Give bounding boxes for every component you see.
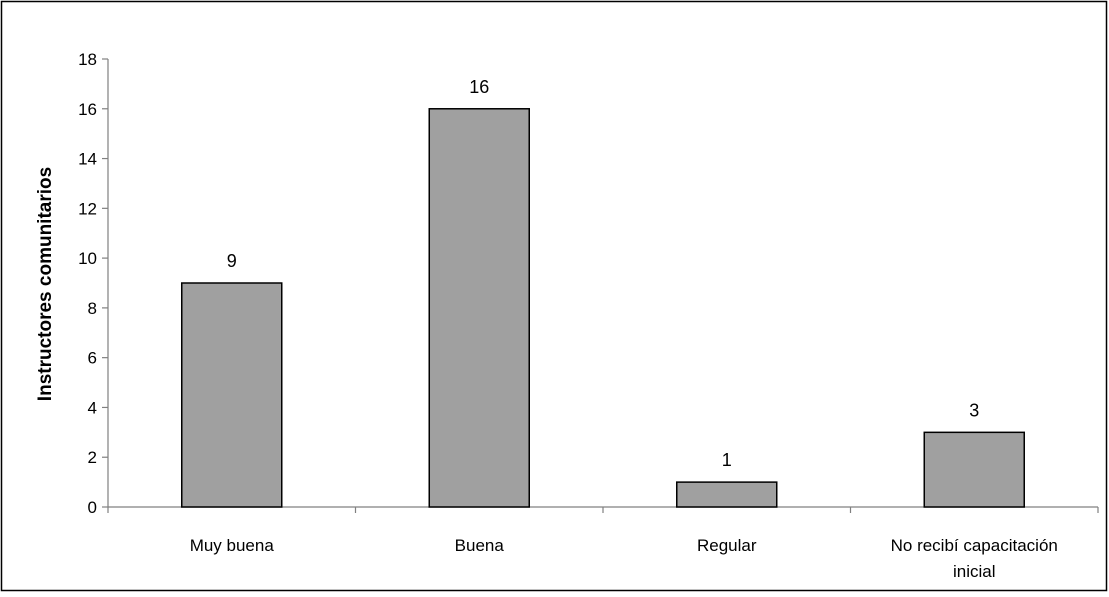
data-label: 16 (469, 77, 489, 97)
x-category-label: No recibí capacitación inicial (891, 536, 1058, 581)
y-tick-label: 16 (78, 100, 97, 119)
y-tick-label: 4 (88, 398, 97, 417)
data-label: 9 (227, 251, 237, 271)
x-category-label-line: Muy buena (190, 536, 275, 555)
y-tick-label: 2 (88, 448, 97, 467)
bar (923, 431, 1025, 508)
bar (428, 108, 530, 508)
x-category-label-line: Regular (697, 536, 757, 555)
bar (181, 282, 283, 508)
y-tick-label: 6 (88, 349, 97, 368)
data-label: 1 (722, 450, 732, 470)
bar (676, 481, 778, 508)
x-category-label: Regular (697, 536, 757, 555)
y-axis-title: Instructores comunitarios (35, 167, 56, 401)
y-tick-label: 8 (88, 299, 97, 318)
x-category-label-line: No recibí capacitación (891, 536, 1058, 555)
y-tick-label: 10 (78, 249, 97, 268)
x-category-label: Buena (455, 536, 505, 555)
y-tick-label: 12 (78, 199, 97, 218)
x-category-label-line: Buena (455, 536, 505, 555)
y-tick-label: 14 (78, 150, 97, 169)
data-label: 3 (969, 400, 979, 420)
y-tick-label: 18 (78, 50, 97, 69)
x-category-label: Muy buena (190, 536, 275, 555)
y-tick-label: 0 (88, 498, 97, 517)
x-category-label-line: inicial (953, 562, 996, 581)
